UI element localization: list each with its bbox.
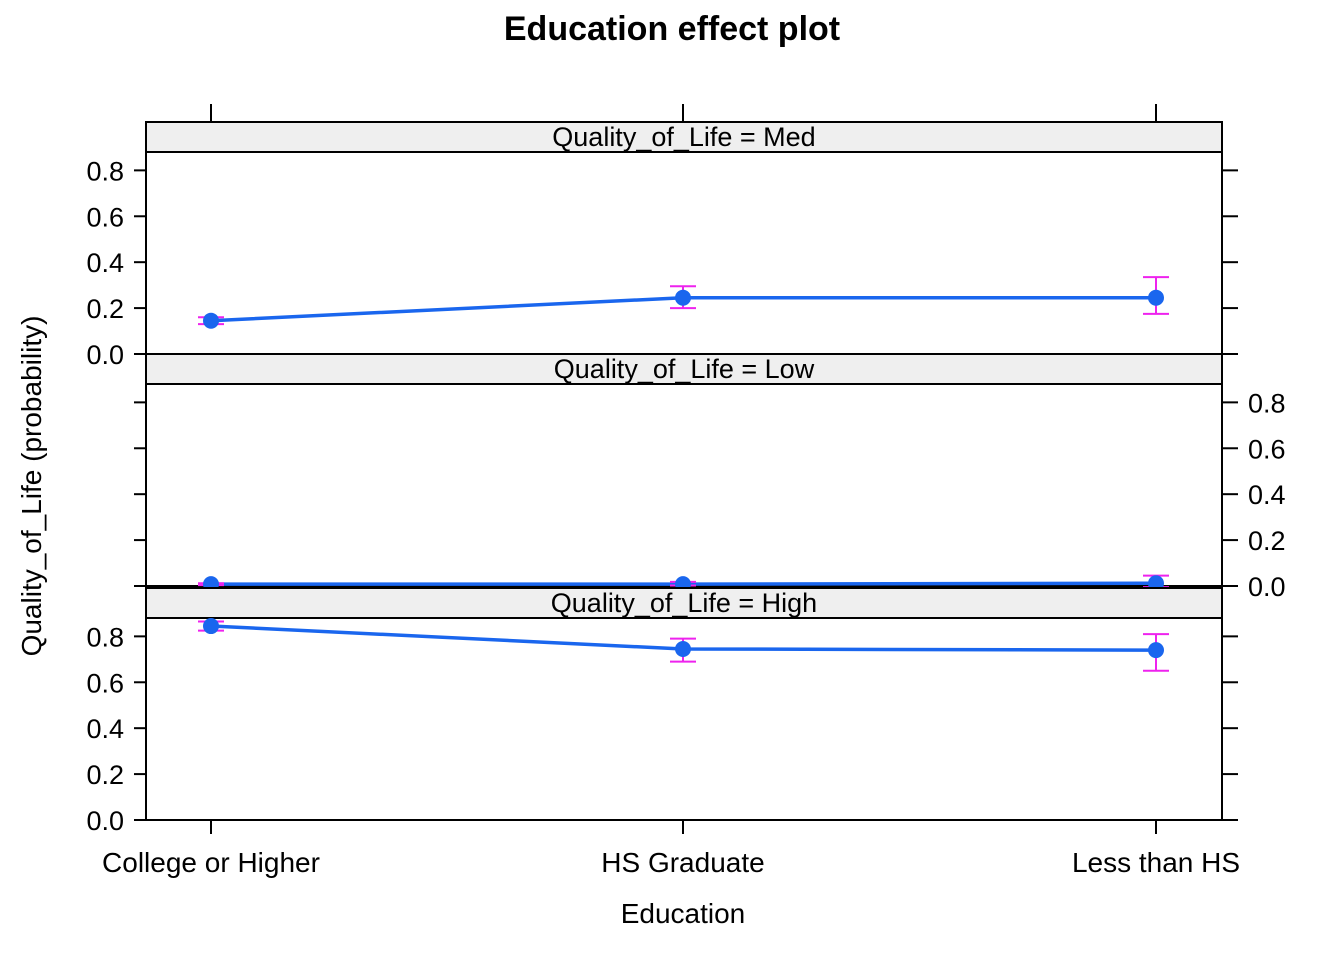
panel-1: Quality_of_Life = Med 0.0 0.2 0.4 0.6 0.8 — [86, 121, 1238, 370]
y-tick-label: 0.6 — [1248, 434, 1286, 464]
y-tick-label: 0.8 — [86, 156, 124, 186]
data-point — [203, 618, 219, 635]
y-tick-label: 0.8 — [86, 622, 124, 652]
strip-box — [145, 353, 1223, 385]
y-tick-label: 0.4 — [1248, 480, 1286, 510]
panel-2: Quality_of_Life = Low 0.0 0.2 0.4 0.6 0.8 — [134, 353, 1286, 602]
y-tick-label: 0.2 — [1248, 526, 1286, 556]
y-tick-label: 0.2 — [86, 294, 124, 324]
data-point — [203, 312, 219, 329]
panel-3: Quality_of_Life = High 0.0 0.2 0.4 0.6 0.8 — [86, 587, 1238, 836]
x-tick-label: Less than HS — [1072, 847, 1240, 878]
x-tick-label: HS Graduate — [601, 847, 764, 878]
y-tick-label: 0.2 — [86, 760, 124, 790]
y-tick-label: 0.0 — [86, 806, 124, 836]
data-point — [675, 640, 691, 657]
strip-label: Quality_of_Life = High — [551, 588, 817, 618]
strip-label: Quality_of_Life = Low — [554, 354, 815, 384]
x-tick-label: College or Higher — [102, 847, 320, 878]
strip-label: Quality_of_Life = Med — [552, 122, 815, 152]
y-tick-label: 0.0 — [1248, 572, 1286, 602]
data-point — [1148, 642, 1164, 659]
y-tick-label: 0.6 — [86, 668, 124, 698]
chart-title: Education effect plot — [503, 10, 841, 48]
data-point — [1148, 289, 1164, 306]
y-tick-label: 0.6 — [86, 202, 124, 232]
y-tick-label: 0.4 — [86, 714, 124, 744]
data-point — [675, 289, 691, 306]
y-tick-label: 0.0 — [86, 340, 124, 370]
panel-frame — [145, 151, 1223, 355]
y-tick-label: 0.8 — [1248, 388, 1286, 418]
panel-frame — [145, 383, 1223, 587]
y-tick-label: 0.4 — [86, 248, 124, 278]
x-axis-label: Education — [620, 898, 746, 929]
